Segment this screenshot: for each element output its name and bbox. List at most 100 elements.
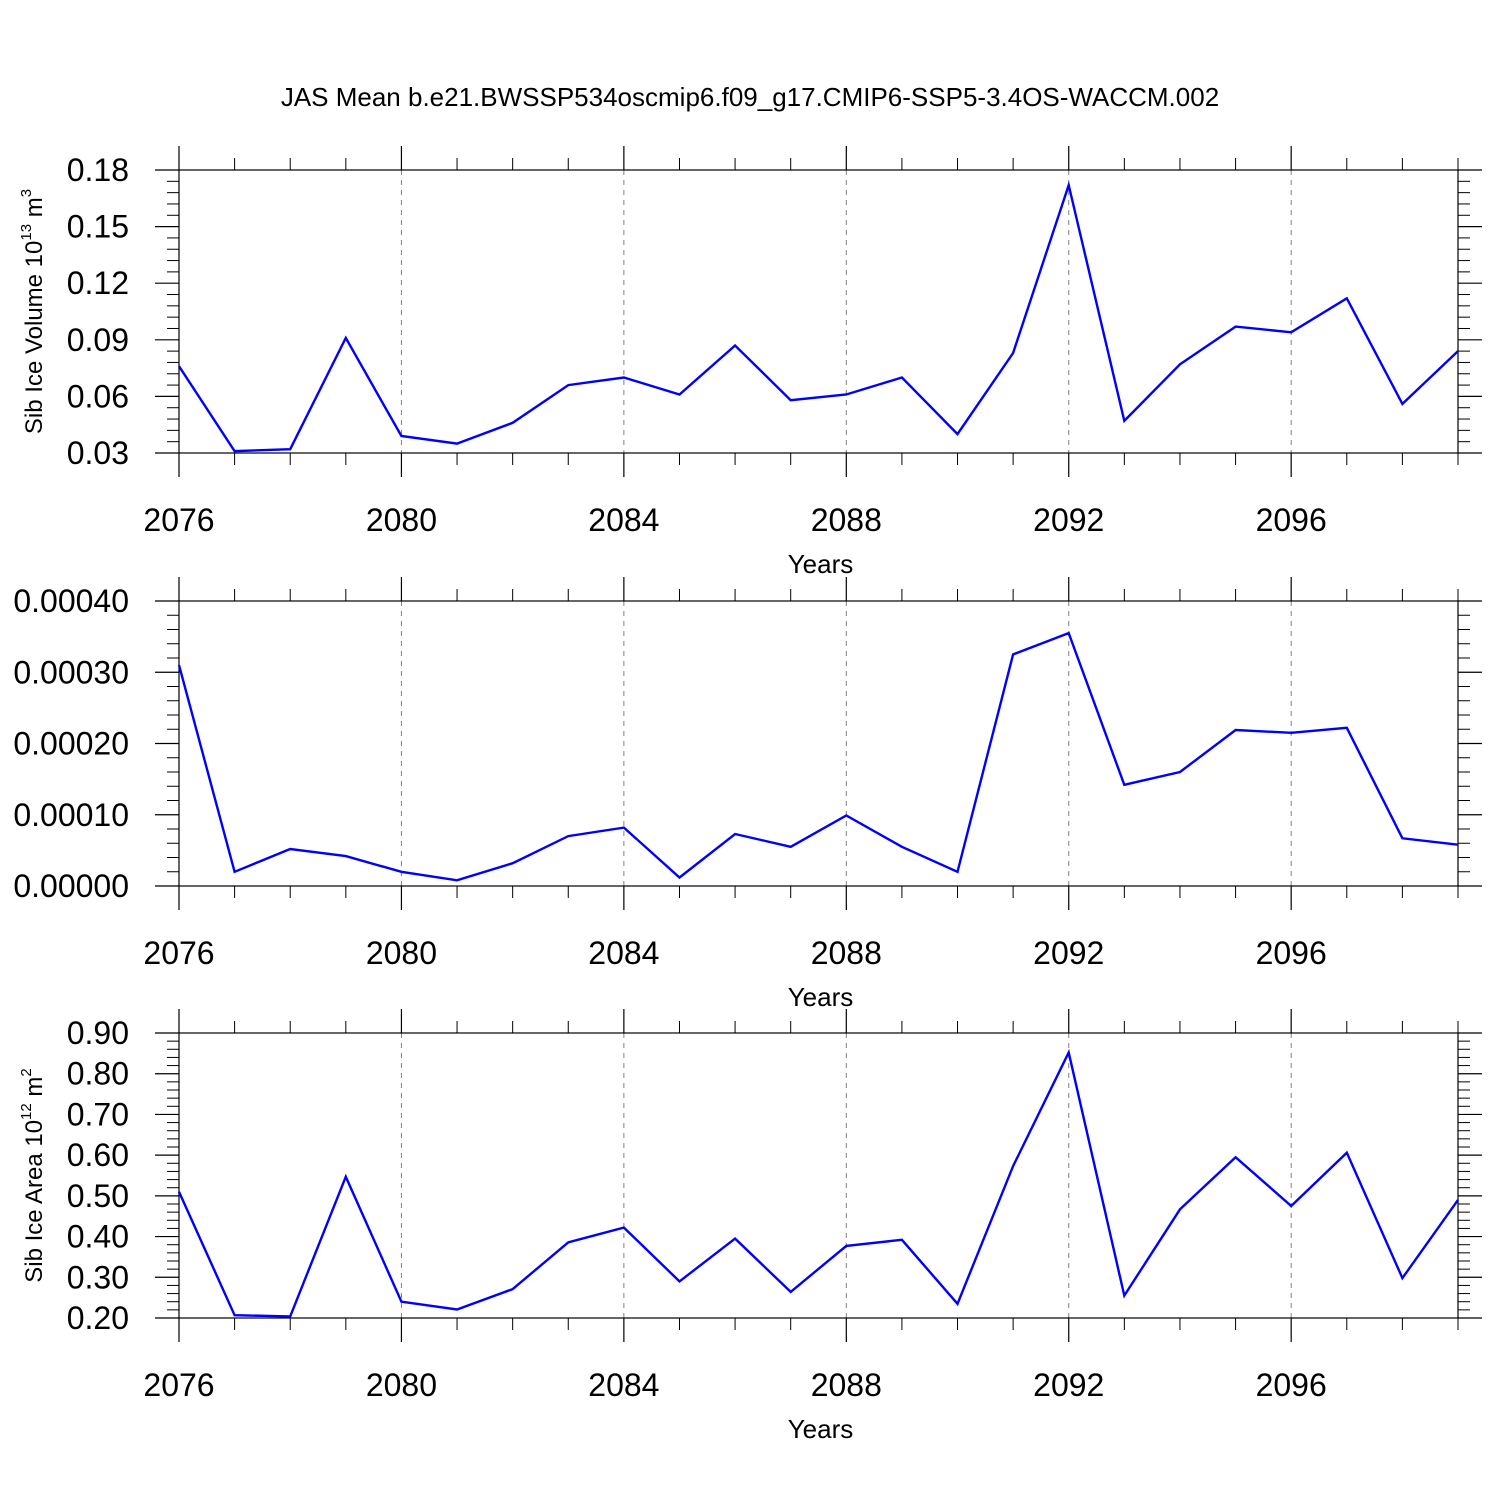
x-tick-label: 2092 [1033,935,1104,971]
data-point [1289,1204,1293,1208]
data-point [288,847,292,851]
y-tick-label: 0.00030 [13,654,129,690]
data-point [566,834,570,838]
y-tick-label: 0.03 [67,435,129,471]
panels: 2076 2080 2084 2088 2092 2096 0.03 0.06 0.09 0.12… [13,146,1482,1444]
data-point [733,1237,737,1241]
data-point [1122,1294,1126,1298]
x-tick-label: 2096 [1256,502,1327,538]
data-point [288,447,292,451]
y-tick-label: 0.80 [67,1056,129,1092]
data-point [566,383,570,387]
y-tick-label: 0.00010 [13,797,129,833]
data-point [1011,351,1015,355]
x-tick-label: 2080 [366,935,437,971]
data-point [233,449,237,453]
data-point [1345,1151,1349,1155]
x-tick-label: 2088 [811,935,882,971]
data-point [1178,770,1182,774]
data-point [1234,1155,1238,1159]
series-line [177,631,1459,882]
data-point [511,1287,515,1291]
data-point [956,870,960,874]
x-tick-label: 2076 [143,502,214,538]
data-point [622,1226,626,1230]
data-point [844,1244,848,1248]
series-line [177,1048,1459,1318]
y-tick-label: 0.00020 [13,726,129,762]
x-tick-label: 2076 [143,935,214,971]
x-tick-label: 2084 [588,1367,659,1403]
data-point [1178,1207,1182,1211]
data-point [1345,726,1349,730]
chart-panel-3: 2076 2080 2084 2088 2092 2096 0.20 0.30 0.40 0.50… [18,1009,1482,1444]
data-point [233,870,237,874]
chart-panel-1: 2076 2080 2084 2088 2092 2096 0.03 0.06 0.09 0.12… [18,146,1482,579]
y-tick-label: 0.06 [67,378,129,414]
x-tick-label: 2076 [143,1367,214,1403]
data-point [900,845,904,849]
x-tick-label: 2084 [588,502,659,538]
data-point [677,1279,681,1283]
data-point [1456,349,1460,353]
data-point [1011,652,1015,656]
x-tick-label: 2088 [811,502,882,538]
data-point [233,1313,237,1317]
data-point [344,1175,348,1179]
y-tick-label: 0.20 [67,1300,129,1336]
x-axis-label: Years [788,1414,854,1444]
data-point [566,1240,570,1244]
data-point [177,364,181,368]
data-point [789,1290,793,1294]
figure-title: JAS Mean b.e21.BWSSP534oscmip6.f09_g17.C… [281,82,1219,112]
y-tick-label: 0.50 [67,1178,129,1214]
data-point [622,376,626,380]
y-tick-label: 0.12 [67,265,129,301]
y-tick-label: 0.00000 [13,868,129,904]
series-line [177,180,1459,453]
y-tick-label: 0.40 [67,1219,129,1255]
x-tick-label: 2088 [811,1367,882,1403]
data-point [1400,402,1404,406]
data-point [399,434,403,438]
data-point [622,826,626,830]
data-point [1234,325,1238,329]
data-point [1067,1051,1071,1055]
data-point [900,1238,904,1242]
y-tick-label: 0.00040 [13,583,129,619]
data-point [1289,731,1293,735]
x-tick-label: 2080 [366,502,437,538]
data-point [455,442,459,446]
data-point [1289,330,1293,334]
data-point [1400,1276,1404,1280]
data-point [900,376,904,380]
data-point [177,663,181,667]
data-point [177,1190,181,1194]
y-tick-label: 0.15 [67,209,129,245]
data-point [1234,728,1238,732]
y-tick-label: 0.30 [67,1259,129,1295]
x-tick-label: 2084 [588,935,659,971]
data-point [511,421,515,425]
y-axis-label: Sib Ice Area 1012 m2 [18,1068,48,1282]
x-tick-label: 2092 [1033,502,1104,538]
data-point [789,845,793,849]
data-point [1178,362,1182,366]
data-point [1400,836,1404,840]
y-tick-label: 0.60 [67,1137,129,1173]
data-point [677,875,681,879]
data-point [344,854,348,858]
data-point [1456,843,1460,847]
data-point [733,343,737,347]
y-tick-label: 0.70 [67,1096,129,1132]
data-point [844,393,848,397]
data-point [1122,783,1126,787]
data-point [344,336,348,340]
x-tick-label: 2096 [1256,935,1327,971]
chart-panel-2: 2076 2080 2084 2088 2092 2096 0.00000 0.00010 0.… [13,577,1482,1012]
plot-frame [178,1032,1459,1319]
data-point [789,398,793,402]
data-point [1345,296,1349,300]
data-point [1067,631,1071,635]
